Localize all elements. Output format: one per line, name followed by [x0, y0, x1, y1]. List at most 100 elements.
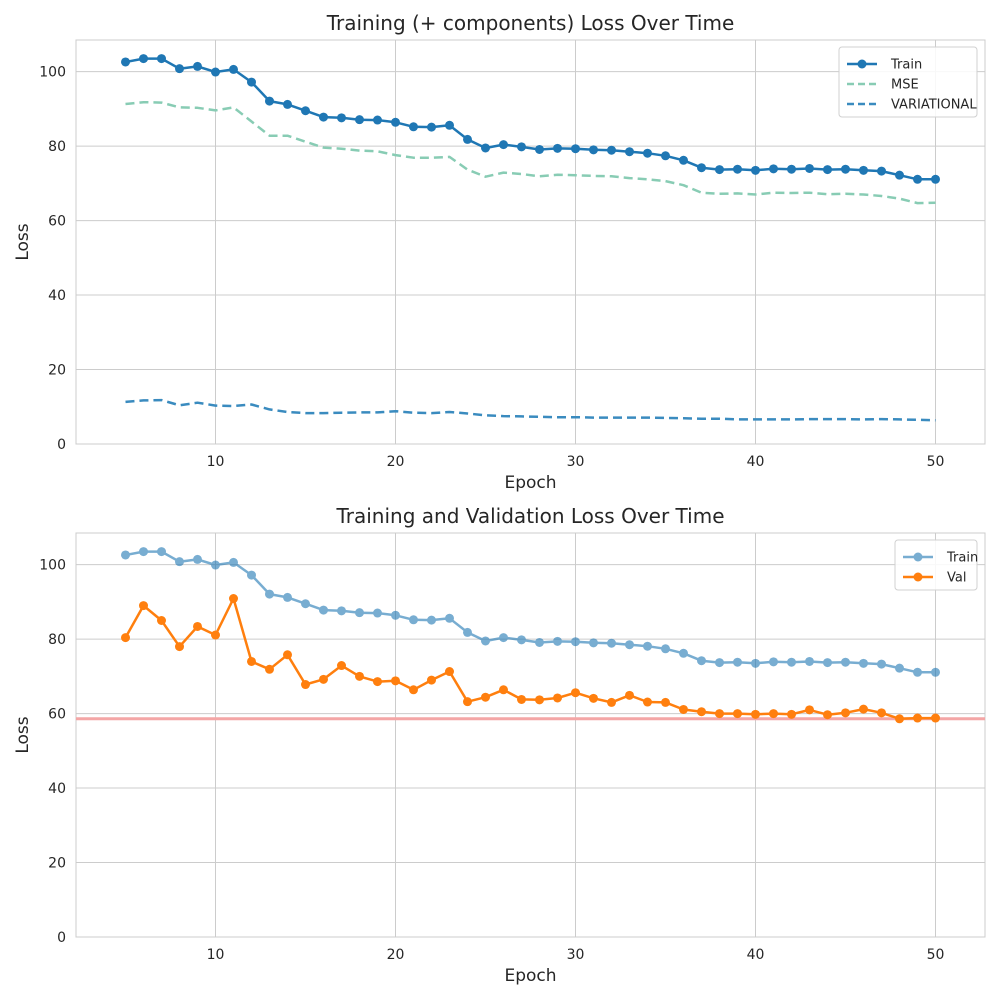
data-point: [121, 550, 130, 560]
x-tick-label: 30: [567, 454, 585, 470]
data-point: [715, 658, 724, 668]
data-point: [571, 144, 580, 154]
data-point: [643, 697, 652, 707]
data-point: [517, 694, 526, 704]
data-point: [589, 145, 598, 155]
data-point: [121, 633, 130, 643]
data-point: [751, 658, 760, 668]
data-point: [877, 659, 886, 669]
y-tick-label: 80: [48, 632, 66, 648]
data-point: [553, 143, 562, 153]
series-train: [121, 547, 940, 677]
data-point: [841, 708, 850, 718]
data-point: [301, 680, 310, 690]
data-point: [481, 143, 490, 153]
legend-swatch-marker: [913, 572, 923, 582]
data-point: [193, 554, 202, 564]
data-point: [661, 697, 670, 707]
series-mse: [125, 100, 936, 205]
data-point: [679, 648, 688, 658]
data-point: [805, 163, 814, 173]
series-variational: [125, 398, 936, 422]
data-point: [625, 147, 634, 157]
legend: Train Val: [894, 539, 978, 591]
series-line: [125, 550, 936, 674]
data-point: [157, 616, 166, 626]
data-point: [391, 676, 400, 686]
data-point: [607, 638, 616, 648]
data-point: [481, 636, 490, 646]
data-point: [895, 170, 904, 180]
data-point: [805, 705, 814, 715]
legend: Train MSE VARIATIONAL: [838, 46, 978, 118]
data-point: [823, 710, 832, 720]
data-point: [931, 174, 940, 184]
y-tick-label: 0: [57, 930, 66, 946]
data-point: [139, 547, 148, 557]
data-point: [697, 707, 706, 717]
data-point: [877, 166, 886, 176]
data-point: [751, 165, 760, 175]
data-point: [805, 656, 814, 666]
data-point: [643, 148, 652, 158]
data-point: [841, 164, 850, 174]
y-tick-label: 20: [48, 856, 66, 872]
legend-entry: MSE: [891, 78, 919, 93]
data-point: [319, 112, 328, 122]
data-point: [355, 608, 364, 618]
legend-swatch-marker: [913, 552, 923, 562]
series-line: [125, 100, 936, 205]
data-point: [175, 642, 184, 652]
data-point: [445, 667, 454, 677]
data-point: [895, 663, 904, 673]
data-point: [211, 560, 220, 570]
data-point: [931, 713, 940, 723]
y-tick-label: 0: [57, 437, 66, 453]
data-point: [787, 164, 796, 174]
data-point: [499, 140, 508, 150]
legend-entry: Val: [947, 571, 966, 586]
data-point: [571, 637, 580, 647]
x-tick-label: 20: [387, 454, 405, 470]
data-point: [787, 657, 796, 667]
legend-swatch: [847, 59, 877, 69]
data-point: [211, 67, 220, 77]
y-tick-label: 40: [48, 781, 66, 797]
x-axis-label: Epoch: [504, 473, 556, 493]
data-point: [283, 99, 292, 109]
data-point: [445, 120, 454, 130]
data-point: [247, 570, 256, 580]
data-point: [535, 144, 544, 154]
data-point: [499, 633, 508, 643]
x-tick-label: 10: [207, 454, 225, 470]
x-tick-label: 10: [207, 947, 225, 963]
data-point: [463, 627, 472, 637]
data-point: [301, 599, 310, 609]
data-point: [409, 685, 418, 695]
data-point: [427, 122, 436, 132]
data-point: [373, 677, 382, 687]
grid-lines: [76, 533, 985, 938]
data-point: [859, 165, 868, 175]
data-point: [157, 54, 166, 64]
data-point: [283, 650, 292, 660]
data-point: [265, 96, 274, 106]
data-point: [823, 165, 832, 175]
chart-title: Training (+ components) Loss Over Time: [326, 11, 735, 35]
data-point: [445, 613, 454, 623]
data-point: [769, 657, 778, 667]
data-point: [211, 630, 220, 640]
x-tick-label: 30: [567, 947, 585, 963]
y-tick-label: 100: [39, 558, 66, 574]
data-point: [427, 615, 436, 625]
data-point: [733, 709, 742, 719]
data-point: [913, 713, 922, 723]
data-point: [121, 57, 130, 67]
data-point: [301, 106, 310, 116]
data-point: [625, 640, 634, 650]
data-point: [283, 592, 292, 602]
plot-frame: [75, 532, 986, 938]
data-point: [319, 674, 328, 684]
legend-entry: Train: [890, 58, 922, 73]
